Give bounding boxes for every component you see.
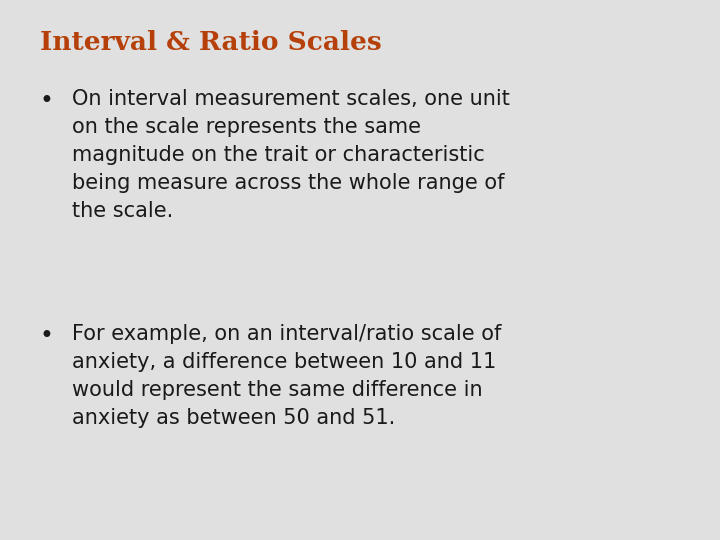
Text: On interval measurement scales, one unit
on the scale represents the same
magnit: On interval measurement scales, one unit… <box>72 89 510 221</box>
Text: •: • <box>40 324 53 348</box>
Text: Interval & Ratio Scales: Interval & Ratio Scales <box>40 30 382 55</box>
Text: For example, on an interval/ratio scale of
anxiety, a difference between 10 and : For example, on an interval/ratio scale … <box>72 324 501 428</box>
Text: •: • <box>40 89 53 113</box>
